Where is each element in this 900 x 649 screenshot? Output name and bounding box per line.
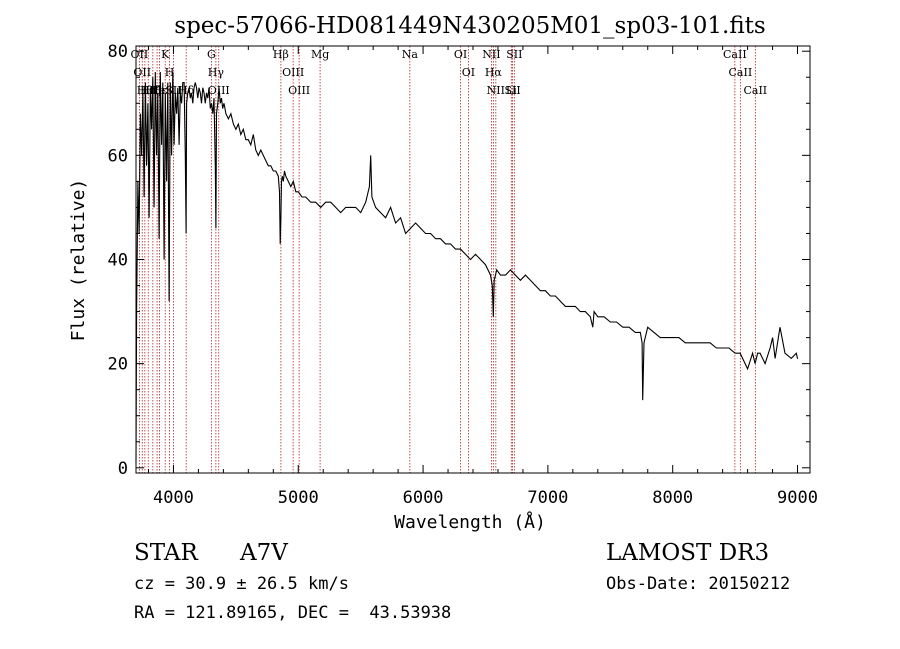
line-label-20: OI	[462, 66, 475, 79]
line-label-12: Hγ	[208, 66, 225, 79]
survey-name: LAMOST DR3	[606, 540, 770, 566]
x-axis-ticks: 4000 5000 6000 7000 8000 9000	[147, 46, 818, 508]
coordinates: RA = 121.89165, DEC = 43.53938	[134, 603, 452, 623]
line-label-22: Hα	[485, 66, 503, 79]
y-tick-label-0: 0	[118, 459, 128, 479]
line-label-24: Li	[506, 84, 517, 97]
object-subclass: A7V	[240, 540, 288, 566]
line-label-27: CaII	[723, 48, 747, 61]
x-tick-label-5: 9000	[777, 488, 818, 508]
line-label-0: OII	[131, 48, 149, 61]
line-label-7: K	[161, 48, 170, 61]
line-label-1: OII	[133, 66, 151, 79]
y-tick-label-3: 60	[108, 146, 128, 166]
line-label-11: G	[207, 48, 216, 61]
line-label-16: OIII	[288, 84, 310, 97]
line-label-25: SII	[504, 84, 520, 97]
x-tick-label-2: 6000	[403, 488, 444, 508]
line-label-21: NII	[482, 48, 500, 61]
line-label-26: SII	[506, 48, 522, 61]
line-label-14: Hβ	[273, 48, 289, 61]
object-class: STAR	[134, 540, 198, 566]
obs-date: Obs-Date: 20150212	[606, 574, 791, 594]
y-tick-label-1: 20	[108, 355, 128, 375]
y-axis-label: Flux (relative)	[68, 179, 89, 342]
plot-frame	[135, 45, 811, 474]
line-label-18: Na	[402, 48, 419, 61]
y-tick-label-4: 80	[108, 42, 128, 62]
redshift-readout: cz = 30.9 ± 26.5 km/s	[134, 574, 349, 594]
x-tick-label-1: 5000	[278, 488, 319, 508]
y-axis-ticks: 0 20 40 60 80	[108, 42, 810, 479]
x-tick-label-4: 8000	[652, 488, 693, 508]
x-tick-label-0: 4000	[153, 488, 194, 508]
line-label-15: OIII	[282, 66, 304, 79]
line-label-17: Mg	[311, 48, 329, 61]
line-label-28: CaII	[729, 66, 753, 79]
emission-line-markers	[138, 46, 756, 473]
emission-line-labels: OIIOIIHθHηHζHeHεKHSIIHδGHγOIIIHβOIIIOIII…	[131, 48, 768, 97]
x-axis-label: Wavelength (Å)	[394, 511, 546, 533]
chart-title: spec-57066-HD081449N430205M01_sp03-101.f…	[174, 13, 765, 39]
line-label-29: CaII	[743, 84, 767, 97]
line-label-23: NII	[487, 84, 505, 97]
spectrum-line	[135, 71, 799, 463]
y-tick-label-2: 40	[108, 251, 128, 271]
line-label-19: OI	[454, 48, 467, 61]
line-label-8: H	[165, 66, 175, 79]
x-tick-label-3: 7000	[527, 488, 568, 508]
